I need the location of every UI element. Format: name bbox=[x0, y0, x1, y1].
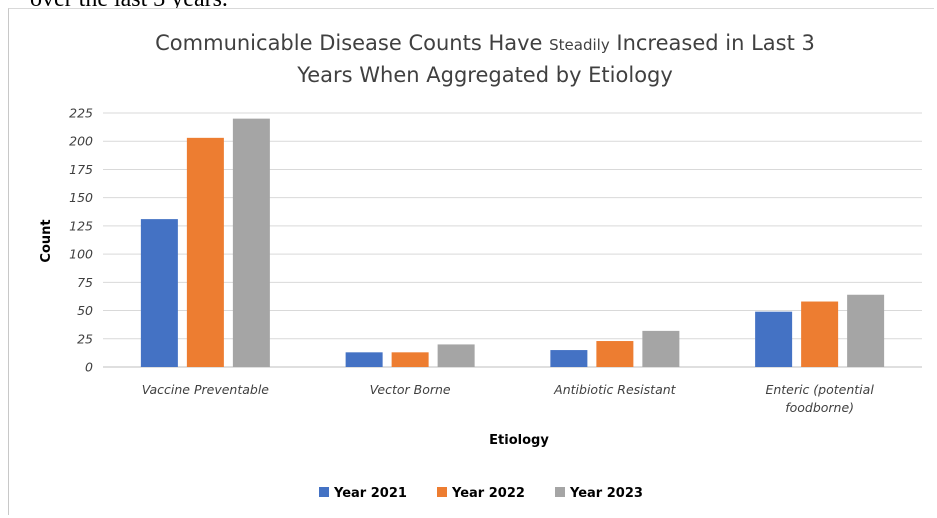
legend-swatch bbox=[319, 487, 329, 497]
x-axis-title: Etiology bbox=[489, 433, 549, 448]
bar bbox=[550, 350, 588, 367]
category-label: Vaccine Preventable bbox=[142, 382, 270, 397]
chart-title-part-a: Communicable Disease Counts Have bbox=[155, 31, 549, 55]
legend-swatch bbox=[555, 487, 565, 497]
y-tick-label: 25 bbox=[77, 331, 93, 346]
bars bbox=[140, 118, 885, 368]
bar bbox=[140, 219, 178, 367]
legend: Year 2021 Year 2022 Year 2023 bbox=[319, 486, 643, 501]
category-label: Vector Borne bbox=[370, 382, 451, 397]
bar bbox=[345, 352, 383, 367]
bar bbox=[801, 301, 839, 367]
legend-label: Year 2021 bbox=[333, 486, 407, 501]
legend-label: Year 2022 bbox=[451, 486, 525, 501]
chart-title-part-b: Increased in Last 3 bbox=[610, 31, 815, 55]
chart-title-line-1: Communicable Disease Counts Have Steadil… bbox=[155, 31, 815, 55]
gridlines bbox=[103, 112, 922, 368]
bar bbox=[437, 344, 475, 367]
y-tick-labels: 0 25 50 75 100 125 150 175 200 225 bbox=[69, 106, 93, 375]
bar bbox=[642, 330, 680, 367]
y-tick-label: 100 bbox=[69, 247, 93, 262]
y-axis-title: Count bbox=[39, 219, 54, 262]
chart-title-line-2: Years When Aggregated by Etiology bbox=[296, 63, 673, 87]
y-tick-label: 175 bbox=[69, 162, 93, 177]
bar bbox=[755, 311, 793, 367]
y-tick-label: 0 bbox=[85, 360, 93, 375]
bar bbox=[232, 118, 270, 368]
bar bbox=[596, 341, 634, 367]
category-label: foodborne) bbox=[785, 400, 854, 415]
y-tick-label: 125 bbox=[69, 218, 93, 233]
y-tick-label: 75 bbox=[77, 275, 93, 290]
legend-swatch bbox=[437, 487, 447, 497]
category-label: Antibiotic Resistant bbox=[553, 382, 676, 397]
bar bbox=[847, 294, 885, 367]
legend-label: Year 2023 bbox=[569, 486, 643, 501]
y-tick-label: 50 bbox=[77, 303, 93, 318]
y-tick-label: 225 bbox=[69, 106, 93, 121]
y-tick-label: 150 bbox=[69, 190, 93, 205]
chart-title-part-small: Steadily bbox=[549, 36, 610, 54]
y-tick-label: 200 bbox=[69, 134, 93, 149]
bar bbox=[391, 352, 429, 367]
bar bbox=[186, 137, 224, 367]
category-label: Enteric (potential bbox=[765, 382, 874, 397]
category-labels: Vaccine Preventable Vector Borne Antibioti… bbox=[142, 382, 875, 415]
